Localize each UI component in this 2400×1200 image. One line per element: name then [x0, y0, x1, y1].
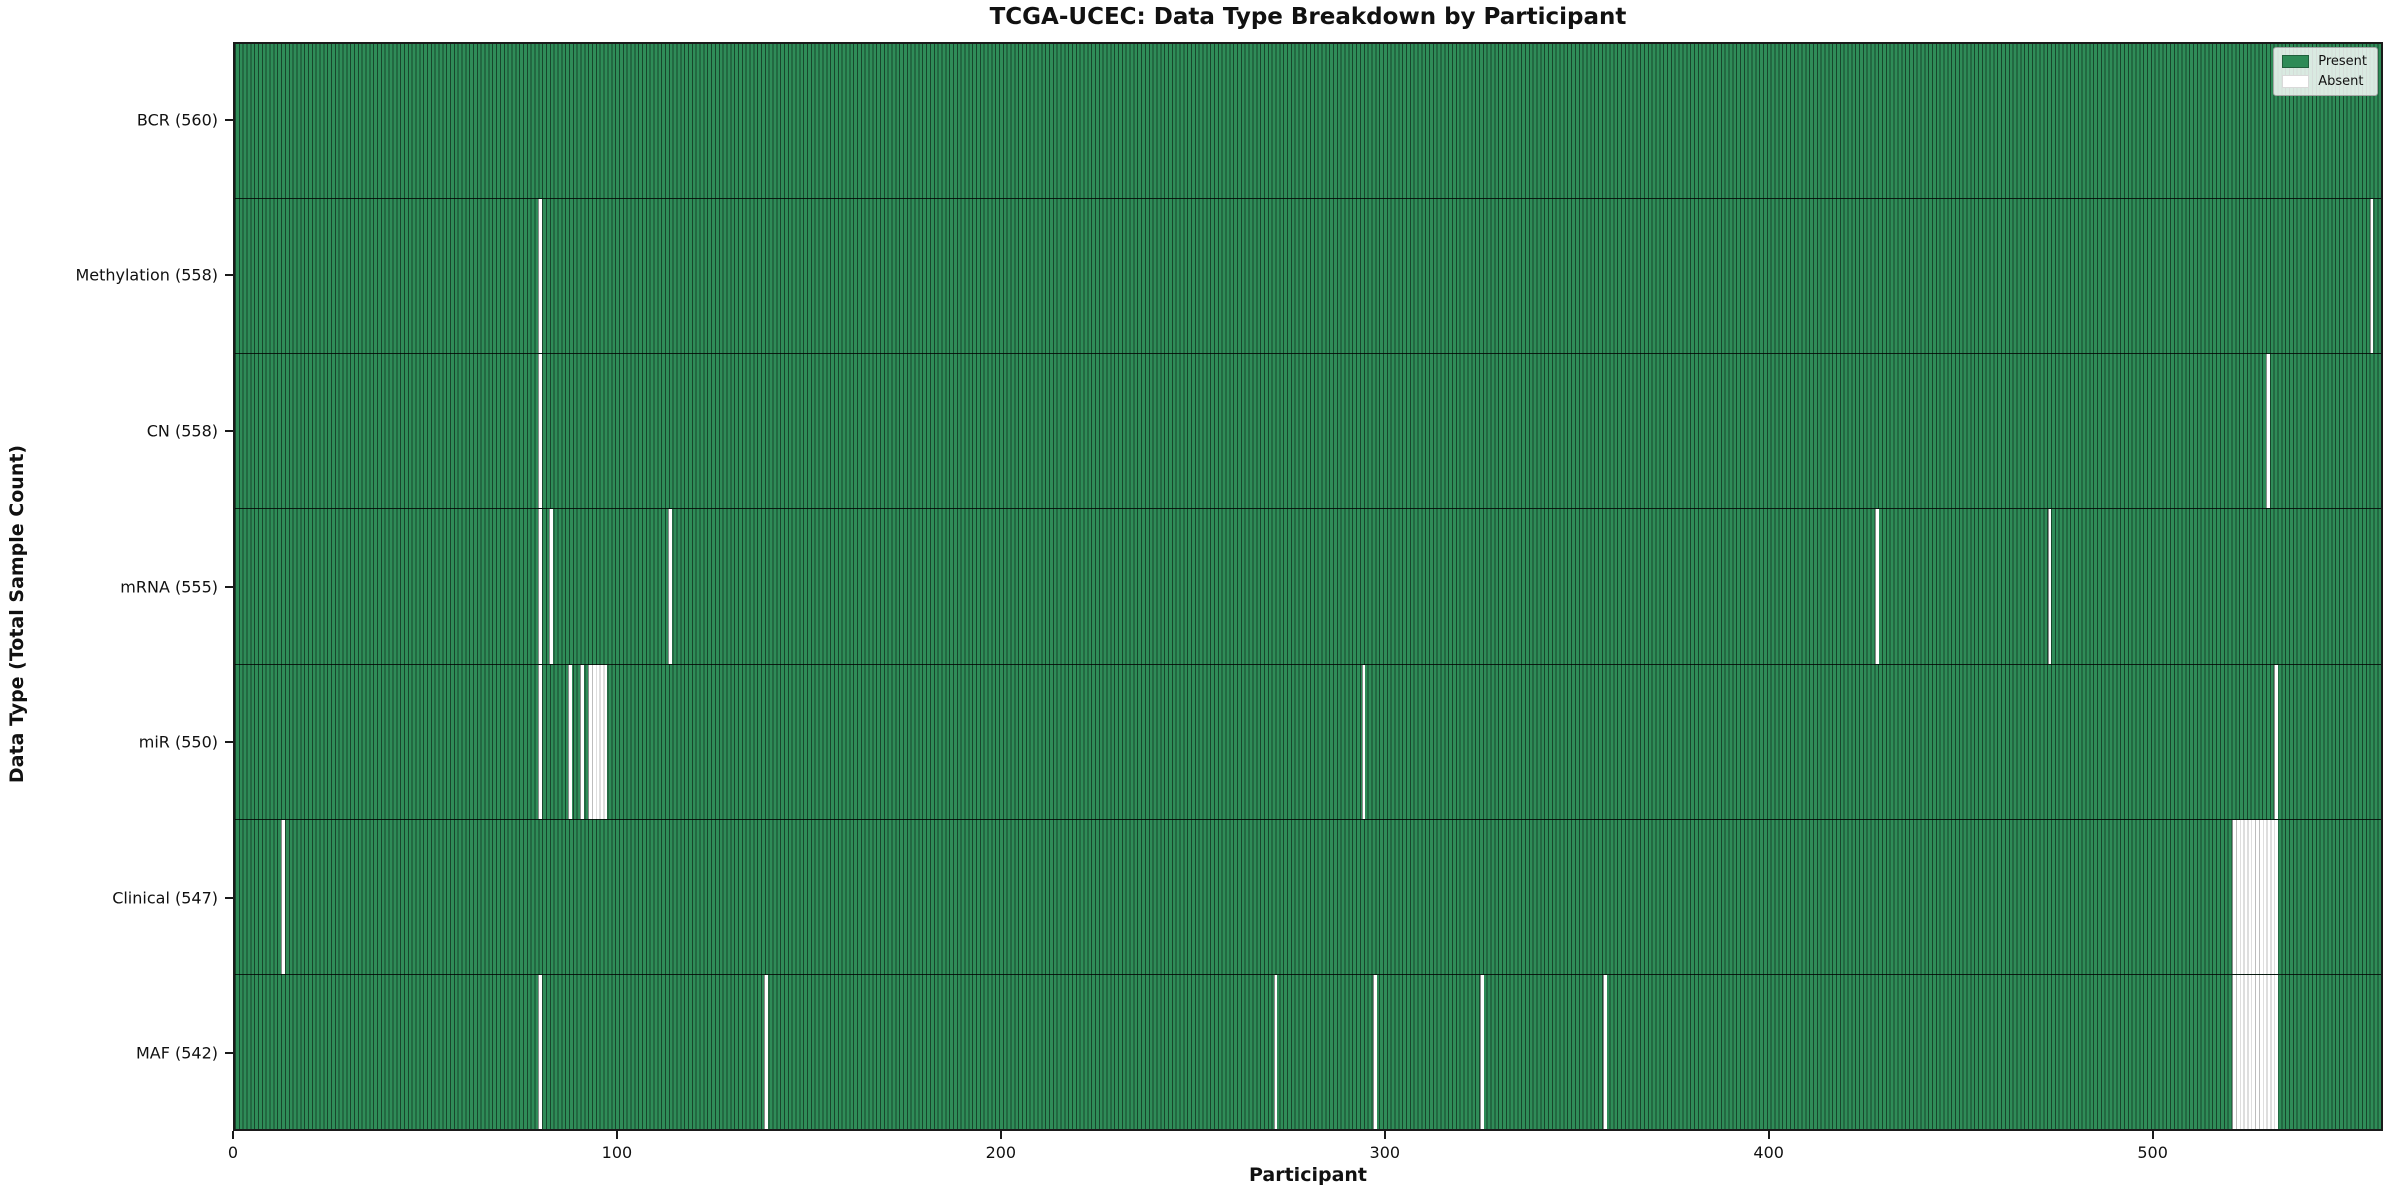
absent-swatch-icon — [2282, 75, 2310, 88]
y-tick-mark — [225, 741, 233, 744]
legend-label-absent: Absent — [2318, 74, 2364, 89]
x-tick-mark — [999, 1131, 1002, 1139]
absent-gap — [2273, 664, 2278, 819]
y-tick-mark — [225, 585, 233, 588]
y-tick-label-mir: miR (550) — [138, 732, 218, 752]
row-mrna — [235, 509, 2381, 665]
x-axis: 0 100 200 300 400 500 — [228, 1131, 2383, 1171]
absent-gap — [2369, 199, 2374, 354]
row-cn — [235, 354, 2381, 510]
rows-container — [235, 44, 2381, 1129]
absent-gap — [537, 974, 542, 1129]
absent-gap — [1603, 974, 1607, 1129]
legend-label-present: Present — [2318, 54, 2367, 69]
absent-gap — [537, 509, 542, 664]
absent-gap — [587, 664, 607, 819]
absent-gap — [1875, 509, 1879, 664]
y-tick-label-mrna: mRNA (555) — [120, 577, 218, 596]
legend-entry-absent: Absent — [2282, 74, 2367, 89]
legend: Present Absent — [2273, 47, 2378, 96]
chart-title: TCGA-UCEC: Data Type Breakdown by Partic… — [989, 4, 1627, 30]
y-tick-label-cn: CN (558) — [146, 421, 218, 441]
x-tick-mark — [232, 1131, 234, 1139]
x-tick-label-300: 300 — [1369, 1143, 1401, 1162]
x-tick-mark — [615, 1131, 618, 1139]
absent-gap — [763, 974, 768, 1129]
absent-gap — [2266, 354, 2270, 509]
absent-gap — [2231, 974, 2278, 1129]
row-clinical — [235, 819, 2381, 975]
x-tick-label-400: 400 — [1753, 1143, 1784, 1162]
absent-gap — [568, 664, 573, 819]
x-axis-label: Participant — [1248, 1164, 1368, 1186]
x-tick-label-100: 100 — [601, 1143, 633, 1162]
row-bcr — [235, 44, 2381, 200]
present-swatch-icon — [2282, 55, 2310, 68]
y-tick-label-clinical: Clinical (547) — [112, 888, 218, 908]
absent-gap — [280, 819, 285, 974]
absent-gap — [668, 509, 672, 664]
x-tick-mark — [2151, 1131, 2154, 1139]
absent-gap — [537, 664, 542, 819]
absent-gap — [579, 664, 584, 819]
x-tick-label-0: 0 — [227, 1143, 239, 1162]
row-methylation — [235, 199, 2381, 355]
x-tick-label-200: 200 — [985, 1143, 1017, 1162]
row-maf — [235, 974, 2381, 1129]
absent-gap — [1480, 974, 1485, 1129]
y-tick-mark — [225, 274, 233, 277]
y-tick-mark — [225, 118, 233, 121]
absent-gap — [537, 199, 542, 354]
legend-entry-present: Present — [2282, 54, 2367, 69]
y-tick-mark — [225, 896, 233, 899]
y-tick-mark — [225, 1052, 233, 1055]
absent-gap — [1373, 974, 1377, 1129]
x-tick-label-500: 500 — [2137, 1143, 2168, 1162]
absent-gap — [1361, 664, 1366, 819]
y-tick-label-bcr: BCR (560) — [136, 110, 218, 130]
x-tick-mark — [1383, 1131, 1386, 1139]
y-tick-label-methylation: Methylation (558) — [75, 265, 218, 285]
absent-gap — [537, 354, 542, 509]
x-tick-mark — [1767, 1131, 1770, 1139]
row-mir — [235, 664, 2381, 820]
absent-gap — [549, 509, 554, 664]
plot-area: Present Absent — [233, 42, 2383, 1131]
y-tick-label-maf: MAF (542) — [135, 1043, 218, 1063]
absent-gap — [2047, 509, 2052, 664]
y-tick-mark — [225, 429, 233, 432]
absent-gap — [2231, 819, 2278, 974]
absent-gap — [1273, 974, 1278, 1129]
y-axis: BCR (560) Methylation (558) CN (558) mRNA (… — [0, 42, 233, 1131]
